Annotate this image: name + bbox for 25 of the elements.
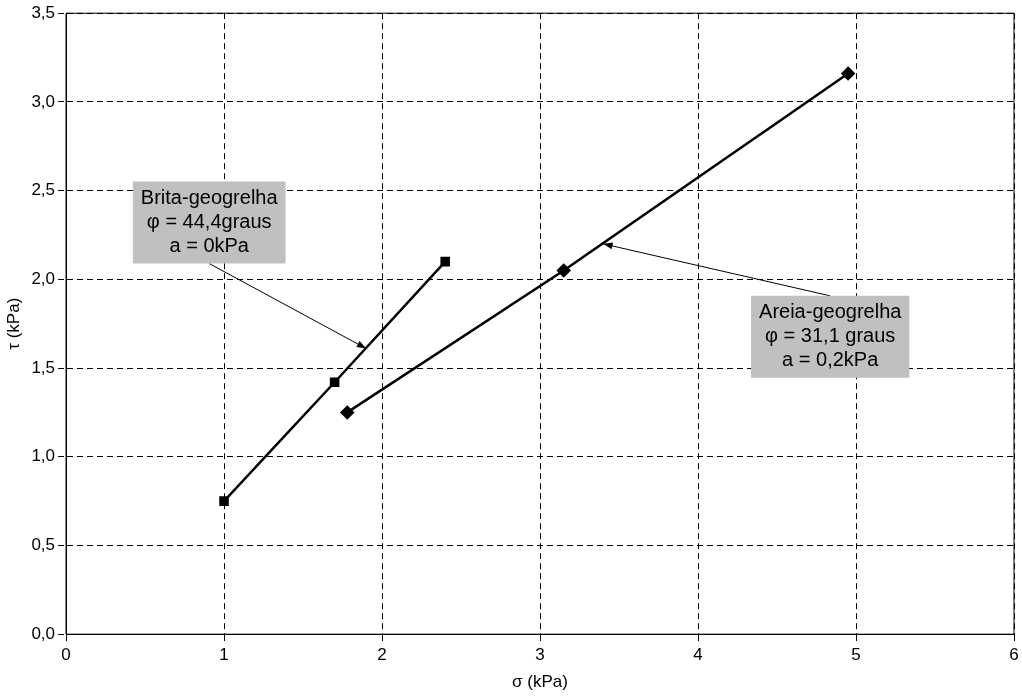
point <box>340 405 355 420</box>
y-tick-label: 0,0 <box>31 623 56 643</box>
x-tick-label: 3 <box>535 645 545 665</box>
y-tick-label: 1,5 <box>31 357 56 377</box>
y-tick-label: 2,5 <box>31 180 56 200</box>
y-tick-label: 1,0 <box>31 446 56 466</box>
point <box>219 496 229 506</box>
point <box>440 256 451 267</box>
x-tick-label: 6 <box>1009 645 1019 665</box>
point <box>841 66 855 81</box>
x-axis-title: σ (kPa) <box>512 672 568 692</box>
annotation: Brita-geogrelha φ = 44,4graus a = 0kPa <box>140 186 279 257</box>
point <box>556 263 571 278</box>
y-axis-title: τ (kPa) <box>3 297 23 350</box>
annotation: Areia-geogrelha φ = 31,1 graus a = 0,2kPa <box>759 300 903 371</box>
point <box>329 377 340 388</box>
x-tick-label: 4 <box>693 645 703 665</box>
x-tick-label: 5 <box>851 645 861 665</box>
x-tick-label: 1 <box>219 645 229 665</box>
y-tick-label: 2,0 <box>31 269 56 289</box>
x-tick-label: 0 <box>61 645 71 665</box>
y-tick-label: 0,5 <box>31 535 56 555</box>
x-tick-label: 2 <box>377 645 387 665</box>
y-tick-label: 3,0 <box>31 91 56 111</box>
y-tick-label: 3,5 <box>31 2 56 22</box>
